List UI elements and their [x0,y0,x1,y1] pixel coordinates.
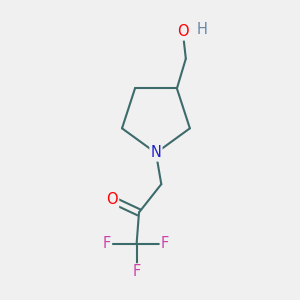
Text: O: O [177,25,189,40]
Text: N: N [151,146,161,160]
Text: F: F [103,236,111,251]
Text: H: H [197,22,208,37]
Text: F: F [133,264,141,279]
Text: F: F [161,236,169,251]
Text: O: O [106,192,118,207]
